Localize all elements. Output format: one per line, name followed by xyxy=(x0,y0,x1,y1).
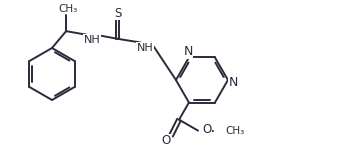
Text: O: O xyxy=(202,123,211,136)
Text: CH₃: CH₃ xyxy=(59,4,78,14)
Text: NH: NH xyxy=(83,35,100,45)
Text: N: N xyxy=(183,45,193,58)
Text: NH: NH xyxy=(137,43,154,53)
Text: CH₃: CH₃ xyxy=(226,126,245,136)
Text: S: S xyxy=(114,7,121,20)
Text: O: O xyxy=(161,134,170,147)
Text: N: N xyxy=(228,76,238,88)
